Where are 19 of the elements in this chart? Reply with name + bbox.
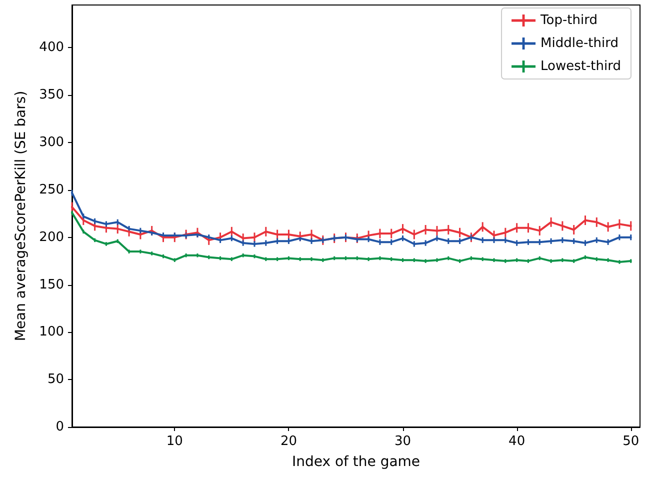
y-tick-label: 400 [39,40,64,56]
y-tick-label: 250 [39,182,64,198]
x-tick-label: 30 [394,434,412,449]
x-tick-label: 40 [508,434,526,449]
y-tick-label: 0 [56,420,64,434]
legend-label: Top-third [540,13,598,28]
legend-label: Middle-third [540,36,618,51]
y-tick-label: 150 [39,277,64,292]
y-tick-label: 200 [39,230,64,245]
x-tick-label: 50 [622,434,640,449]
y-axis-title: Mean averageScorePerKill (SE bars) [13,90,29,342]
y-tick-label: 100 [39,324,64,340]
x-tick-label: 10 [166,434,183,449]
x-tick-label: 20 [280,434,297,449]
x-axis-title: Index of the game [292,454,420,470]
y-tick-label: 300 [39,135,64,150]
legend-label: Lowest-third [540,59,622,74]
y-tick-label: 350 [39,88,64,103]
y-tick-label: 50 [47,372,64,388]
